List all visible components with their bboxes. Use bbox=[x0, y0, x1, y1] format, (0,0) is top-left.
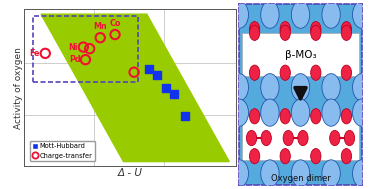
Circle shape bbox=[341, 65, 352, 80]
Circle shape bbox=[352, 74, 371, 101]
Polygon shape bbox=[41, 14, 229, 162]
Circle shape bbox=[291, 99, 310, 126]
Circle shape bbox=[261, 99, 279, 126]
Circle shape bbox=[311, 22, 321, 37]
Point bbox=[182, 115, 188, 118]
Circle shape bbox=[261, 130, 271, 146]
Text: Oxygen dimer: Oxygen dimer bbox=[270, 174, 331, 183]
Circle shape bbox=[291, 160, 310, 187]
Legend: Mott-Hubbard, Charge-transfer: Mott-Hubbard, Charge-transfer bbox=[30, 141, 95, 161]
Circle shape bbox=[246, 130, 257, 146]
Circle shape bbox=[261, 1, 279, 28]
Circle shape bbox=[330, 130, 340, 146]
Circle shape bbox=[230, 1, 249, 28]
Text: Fe: Fe bbox=[29, 49, 40, 58]
Circle shape bbox=[311, 65, 321, 80]
Circle shape bbox=[249, 25, 260, 40]
Circle shape bbox=[280, 25, 290, 40]
Text: Co: Co bbox=[109, 19, 121, 28]
Circle shape bbox=[352, 99, 371, 126]
X-axis label: Δ - U: Δ - U bbox=[117, 168, 142, 178]
Circle shape bbox=[261, 160, 279, 187]
Point bbox=[42, 52, 48, 55]
Bar bbox=[242, 33, 359, 76]
Text: β-MO₃: β-MO₃ bbox=[285, 50, 316, 60]
Circle shape bbox=[291, 74, 310, 101]
Circle shape bbox=[249, 65, 260, 80]
Point bbox=[82, 58, 88, 61]
Circle shape bbox=[291, 1, 310, 28]
Text: Ni: Ni bbox=[68, 43, 78, 52]
Circle shape bbox=[311, 149, 321, 164]
Circle shape bbox=[280, 109, 290, 124]
Circle shape bbox=[341, 109, 352, 124]
Point bbox=[146, 67, 152, 70]
Circle shape bbox=[261, 74, 279, 101]
Circle shape bbox=[230, 74, 249, 101]
Point bbox=[81, 46, 86, 49]
Circle shape bbox=[341, 22, 352, 37]
Circle shape bbox=[344, 130, 355, 146]
Circle shape bbox=[280, 149, 290, 164]
Circle shape bbox=[298, 130, 308, 146]
Circle shape bbox=[341, 25, 352, 40]
Text: Pd: Pd bbox=[69, 55, 81, 64]
Text: Mn: Mn bbox=[93, 22, 107, 31]
Point bbox=[163, 86, 169, 89]
Point bbox=[97, 36, 103, 39]
Circle shape bbox=[280, 22, 290, 37]
Y-axis label: Activity of oxygen: Activity of oxygen bbox=[14, 47, 23, 129]
Circle shape bbox=[311, 109, 321, 124]
Bar bbox=[242, 116, 359, 160]
Circle shape bbox=[322, 99, 340, 126]
Circle shape bbox=[283, 130, 293, 146]
Circle shape bbox=[249, 149, 260, 164]
Point bbox=[171, 93, 177, 96]
Bar bbox=[33, 16, 138, 82]
Point bbox=[112, 33, 118, 36]
Circle shape bbox=[249, 22, 260, 37]
Point bbox=[131, 71, 137, 74]
Circle shape bbox=[249, 109, 260, 124]
Circle shape bbox=[311, 25, 321, 40]
Circle shape bbox=[230, 160, 249, 187]
Point bbox=[154, 74, 160, 77]
Circle shape bbox=[230, 99, 249, 126]
Circle shape bbox=[322, 74, 340, 101]
Circle shape bbox=[341, 149, 352, 164]
Circle shape bbox=[322, 1, 340, 28]
Circle shape bbox=[280, 65, 290, 80]
Circle shape bbox=[352, 1, 371, 28]
Point bbox=[87, 47, 93, 50]
Circle shape bbox=[352, 160, 371, 187]
Circle shape bbox=[322, 160, 340, 187]
